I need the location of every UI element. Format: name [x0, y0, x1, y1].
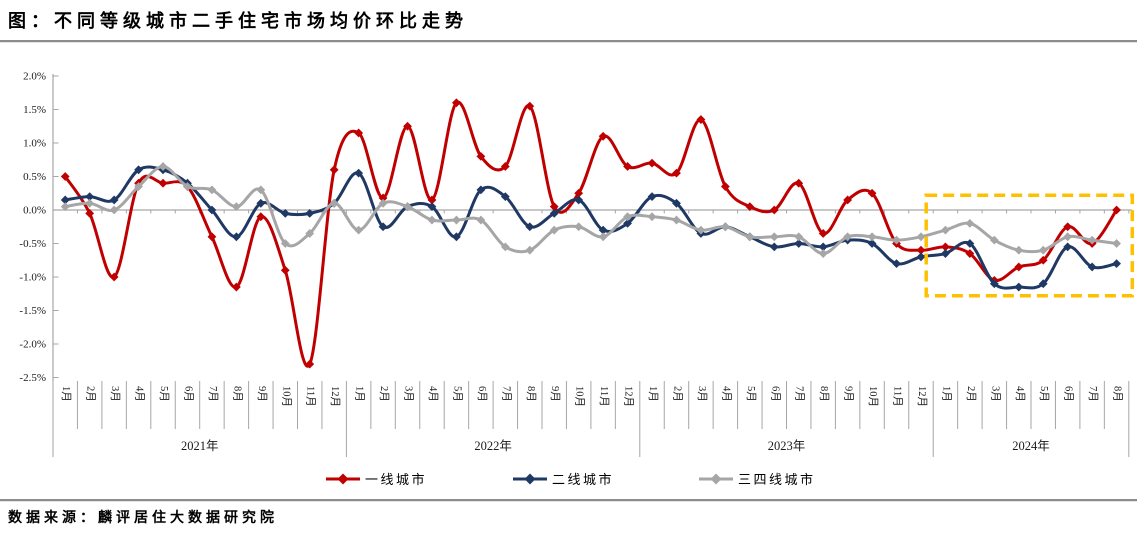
svg-text:10月: 10月	[574, 386, 586, 407]
svg-text:4月: 4月	[1014, 386, 1026, 402]
svg-text:2月: 2月	[85, 386, 97, 402]
svg-text:1月: 1月	[354, 386, 366, 402]
svg-text:-0.5%: -0.5%	[19, 238, 46, 250]
svg-text:7月: 7月	[207, 386, 219, 402]
svg-text:0.5%: 0.5%	[23, 171, 46, 183]
svg-text:1月: 1月	[647, 386, 659, 402]
legend-item-tier2: 二线城市	[513, 469, 614, 488]
legend-label-tier34: 三四线城市	[738, 472, 816, 487]
svg-text:3月: 3月	[696, 386, 708, 402]
svg-text:11月: 11月	[892, 386, 904, 407]
svg-text:10月: 10月	[280, 386, 292, 407]
chart-legend: 一线城市 二线城市 三四线城市	[0, 469, 1137, 495]
svg-text:6月: 6月	[769, 386, 781, 402]
svg-text:1.5%: 1.5%	[23, 104, 46, 116]
tier34-line-swatch	[699, 473, 733, 484]
svg-text:5月: 5月	[1038, 386, 1050, 402]
svg-text:12月: 12月	[623, 386, 635, 407]
svg-text:11月: 11月	[305, 386, 317, 407]
svg-text:8月: 8月	[525, 386, 537, 402]
footer-divider	[0, 499, 1137, 502]
legend-item-tier34: 三四线城市	[699, 469, 816, 488]
data-source: 数据来源：麟评居住大数据研究院	[8, 511, 278, 526]
svg-text:3月: 3月	[109, 386, 121, 402]
legend-item-tier1: 一线城市	[326, 469, 427, 488]
svg-text:8月: 8月	[231, 386, 243, 402]
svg-text:6月: 6月	[476, 386, 488, 402]
svg-text:1月: 1月	[60, 386, 72, 402]
legend-label-tier1: 一线城市	[365, 472, 428, 487]
svg-text:1月: 1月	[940, 386, 952, 402]
svg-text:0.0%: 0.0%	[23, 205, 46, 217]
svg-text:11月: 11月	[598, 386, 610, 407]
svg-text:8月: 8月	[818, 386, 830, 402]
svg-text:2024年: 2024年	[1012, 439, 1050, 453]
svg-text:7月: 7月	[500, 386, 512, 402]
svg-text:-1.5%: -1.5%	[19, 305, 46, 317]
svg-text:12月: 12月	[329, 386, 341, 407]
svg-text:2月: 2月	[671, 386, 683, 402]
chart-title: 图：不同等级城市二手住宅市场均价环比走势	[8, 11, 468, 31]
svg-text:5月: 5月	[158, 386, 170, 402]
svg-text:2月: 2月	[378, 386, 390, 402]
svg-text:6月: 6月	[1063, 386, 1075, 402]
svg-text:7月: 7月	[794, 386, 806, 402]
svg-text:3月: 3月	[989, 386, 1001, 402]
svg-text:12月: 12月	[916, 386, 928, 407]
svg-text:10月: 10月	[867, 386, 879, 407]
svg-text:7月: 7月	[1087, 386, 1099, 402]
svg-text:5月: 5月	[745, 386, 757, 402]
svg-text:8月: 8月	[1112, 386, 1124, 402]
svg-text:5月: 5月	[451, 386, 463, 402]
svg-text:3月: 3月	[403, 386, 415, 402]
svg-text:-1.0%: -1.0%	[19, 272, 46, 284]
svg-text:2.0%: 2.0%	[23, 71, 46, 83]
svg-text:1.0%: 1.0%	[23, 138, 46, 150]
svg-text:2022年: 2022年	[474, 439, 512, 453]
svg-text:6月: 6月	[182, 386, 194, 402]
svg-text:-2.0%: -2.0%	[19, 339, 46, 351]
svg-text:4月: 4月	[720, 386, 732, 402]
svg-text:2023年: 2023年	[768, 439, 806, 453]
svg-text:-2.5%: -2.5%	[19, 372, 46, 384]
svg-text:9月: 9月	[549, 386, 561, 402]
svg-text:9月: 9月	[256, 386, 268, 402]
legend-label-tier2: 二线城市	[552, 472, 615, 487]
svg-text:2021年: 2021年	[181, 439, 219, 453]
tier1-line-swatch	[326, 473, 360, 484]
svg-text:4月: 4月	[427, 386, 439, 402]
title-divider	[0, 40, 1137, 43]
tier2-line-swatch	[513, 473, 547, 484]
svg-text:9月: 9月	[843, 386, 855, 402]
svg-text:2月: 2月	[965, 386, 977, 402]
svg-text:4月: 4月	[134, 386, 146, 402]
